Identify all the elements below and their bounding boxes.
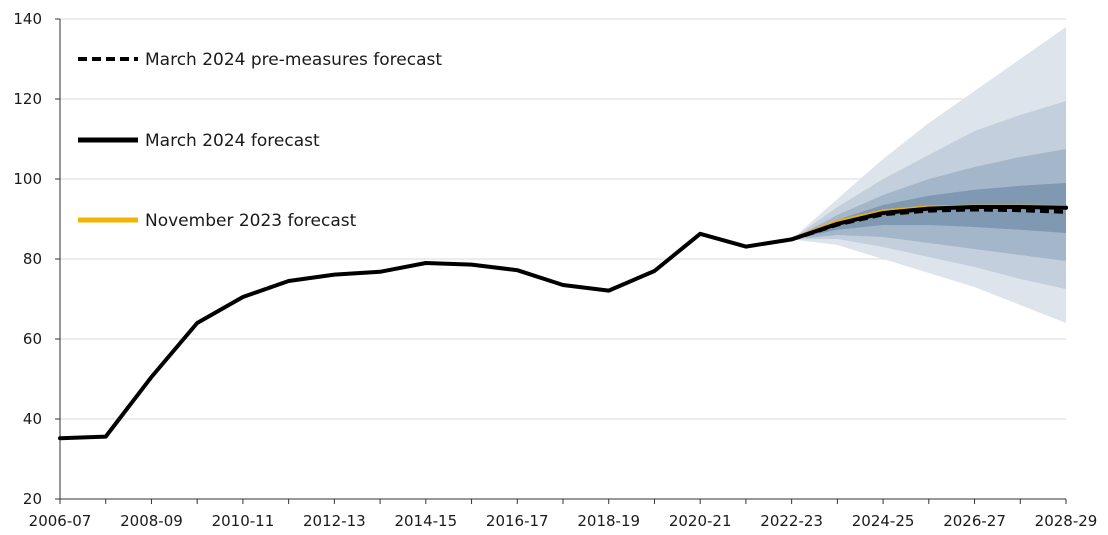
x-tick-label: 2008-09	[120, 512, 183, 530]
series-layer	[58, 204, 1068, 441]
fan-chart-bands	[791, 27, 1066, 323]
legend-label-november-2023: November 2023 forecast	[145, 211, 357, 231]
x-tick-label: 2028-29	[1035, 512, 1098, 530]
x-tick-label: 2016-17	[486, 512, 549, 530]
x-tick-label: 2012-13	[303, 512, 366, 530]
y-tick-label: 100	[13, 170, 42, 188]
x-tick-label: 2020-21	[669, 512, 732, 530]
legend-label-march-2024: March 2024 forecast	[145, 131, 320, 151]
y-tick-label: 20	[23, 490, 42, 508]
legend-item-march-2024: March 2024 forecast	[78, 131, 320, 151]
x-tick-label: 2010-11	[212, 512, 275, 530]
x-tick-label: 2014-15	[394, 512, 457, 530]
x-tick-label: 2026-27	[943, 512, 1006, 530]
series-line-0	[58, 205, 1068, 441]
x-tick-label: 2006-07	[29, 512, 92, 530]
y-tick-label: 80	[23, 250, 42, 268]
y-tick-label: 60	[23, 330, 42, 348]
x-tick-label: 2022-23	[760, 512, 823, 530]
legend-item-november-2023: November 2023 forecast	[78, 211, 357, 231]
axes: 20 40 60 80 100 120 140 2006-07 2008-09 2010-11 20…	[13, 10, 1097, 530]
series-line-1	[791, 207, 1067, 242]
x-tick-label: 2018-19	[577, 512, 640, 530]
x-tick-label: 2024-25	[852, 512, 915, 530]
y-tick-label: 120	[13, 90, 42, 108]
y-tick-label: 140	[13, 10, 42, 28]
legend-label-pre-measures: March 2024 pre-measures forecast	[145, 50, 442, 70]
legend-item-pre-measures: March 2024 pre-measures forecast	[78, 50, 442, 70]
legend: March 2024 pre-measures forecast March 2…	[78, 50, 442, 231]
y-tick-label: 40	[23, 410, 42, 428]
grid-layer	[60, 18, 1066, 420]
